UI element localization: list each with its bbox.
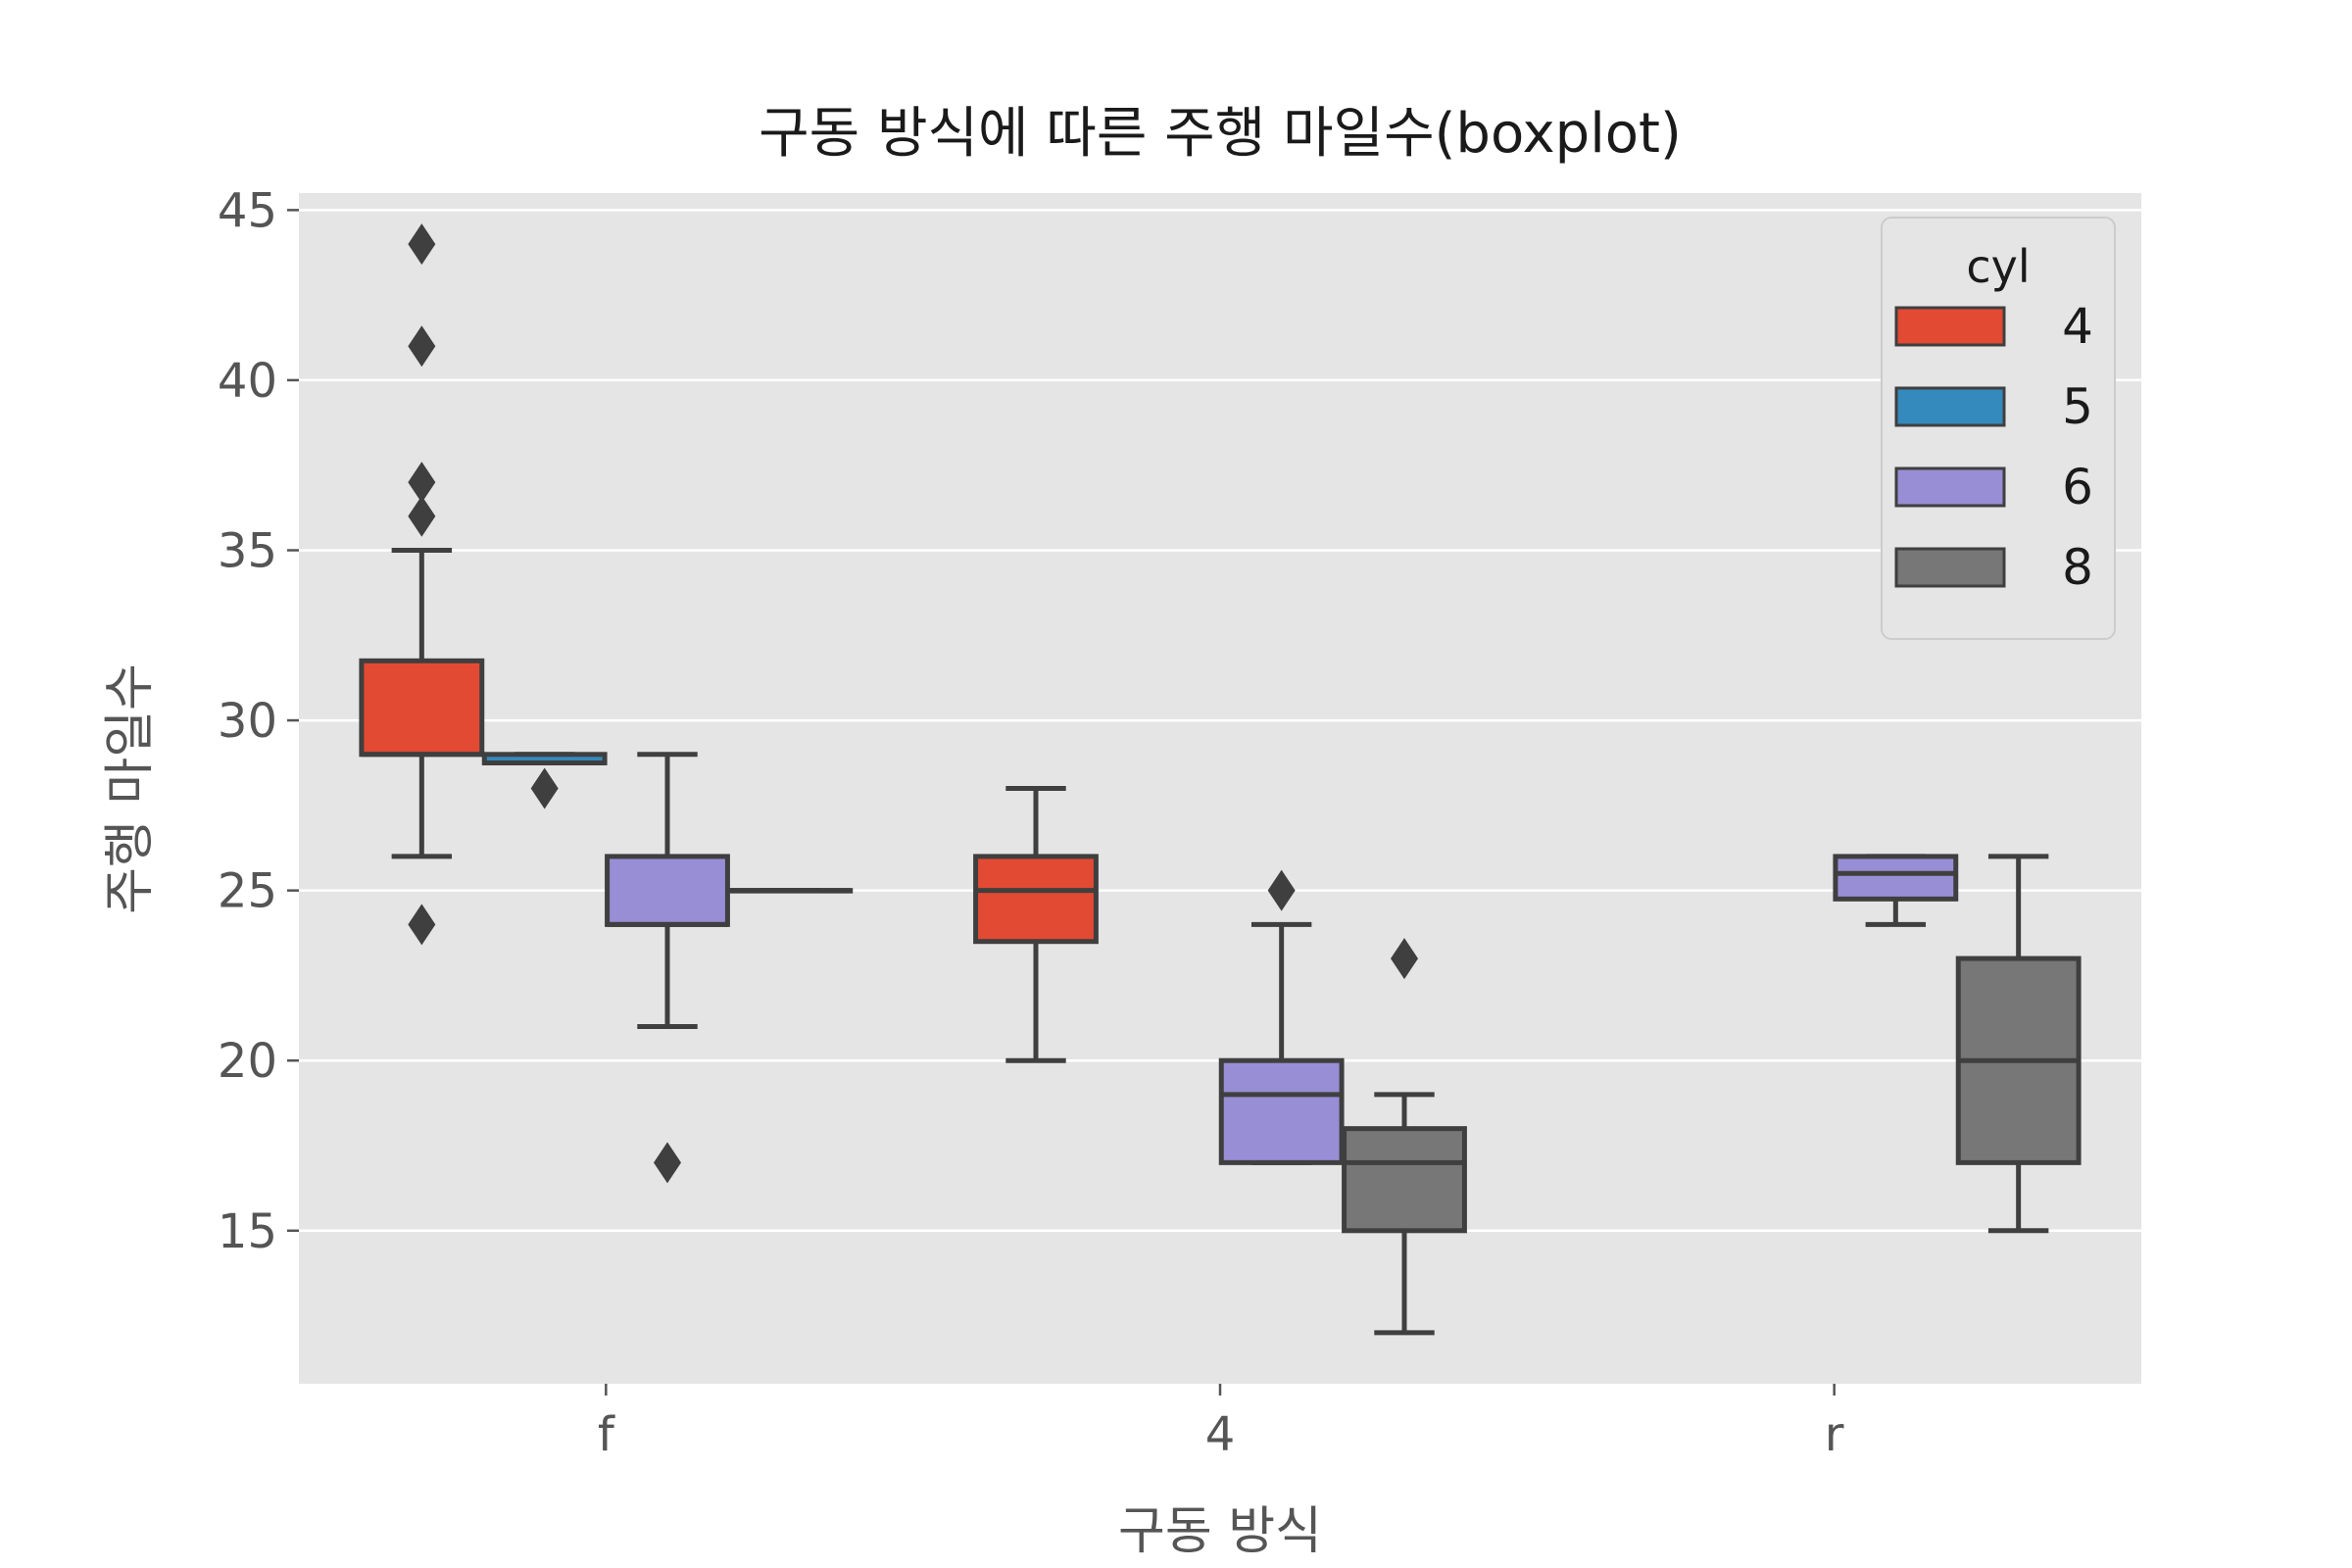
chart-title: 구동 방식에 따른 주행 마일수(boxplot) xyxy=(759,102,1682,166)
boxes xyxy=(359,223,2082,1336)
box-f-cyl-5 xyxy=(481,752,608,809)
box-body xyxy=(359,658,485,758)
legend-swatch-6 xyxy=(1894,466,2006,508)
x-tick-label: r xyxy=(1825,1407,1844,1462)
y-axis: 15 20 25 30 35 40 45 xyxy=(218,183,299,1259)
box-body xyxy=(605,854,730,927)
legend-label-8: 8 xyxy=(2062,539,2093,596)
box-body xyxy=(973,854,1099,945)
x-tick-label: f xyxy=(598,1407,615,1462)
outlier-point xyxy=(654,1142,681,1184)
y-tick-label: 45 xyxy=(218,183,277,238)
legend-label-5: 5 xyxy=(2062,378,2093,435)
x-axis: f 4 r xyxy=(598,1384,1844,1462)
plot-background xyxy=(299,193,2141,1384)
legend-label-6: 6 xyxy=(2062,459,2093,515)
outlier-point xyxy=(408,904,436,946)
box-f-cyl-4 xyxy=(359,223,485,946)
box-r-cyl-8 xyxy=(1955,854,2082,1234)
outlier-point xyxy=(408,462,436,504)
y-tick-label: 25 xyxy=(218,864,277,919)
box-4-cyl-8 xyxy=(1342,938,1467,1336)
box-body xyxy=(1833,854,1959,902)
legend-swatch-5 xyxy=(1894,386,2006,427)
box-4-cyl-6 xyxy=(1218,869,1345,1165)
legend: cyl 4 5 6 8 xyxy=(1881,217,2116,640)
legend-swatch-4 xyxy=(1894,306,2006,347)
legend-swatch-8 xyxy=(1894,547,2006,588)
legend-items: 4 5 6 8 xyxy=(1894,298,2093,596)
outlier-point xyxy=(530,767,559,809)
outlier-point xyxy=(408,495,436,537)
y-tick-label: 20 xyxy=(218,1034,277,1089)
y-tick-label: 15 xyxy=(218,1204,277,1259)
outlier-point xyxy=(1267,869,1296,911)
box-4-cyl-4 xyxy=(973,786,1099,1063)
y-axis-label: 주행 마일수 xyxy=(101,663,160,914)
outlier-point xyxy=(408,325,436,368)
box-body xyxy=(1218,1057,1345,1165)
y-tick-label: 30 xyxy=(218,694,277,749)
legend-title: cyl xyxy=(1966,240,2030,293)
y-tick-label: 40 xyxy=(218,354,277,409)
x-tick-label: 4 xyxy=(1205,1407,1236,1462)
x-axis-label: 구동 방식 xyxy=(1118,1502,1322,1561)
legend-label-4: 4 xyxy=(2062,298,2093,355)
box-body xyxy=(1342,1126,1467,1234)
y-tick-label: 35 xyxy=(218,524,277,579)
box-f-cyl-8 xyxy=(727,888,854,894)
box-f-cyl-6 xyxy=(605,752,730,1184)
box-r-cyl-6 xyxy=(1833,854,1959,927)
outlier-point xyxy=(1391,938,1418,980)
outlier-point xyxy=(408,223,436,266)
